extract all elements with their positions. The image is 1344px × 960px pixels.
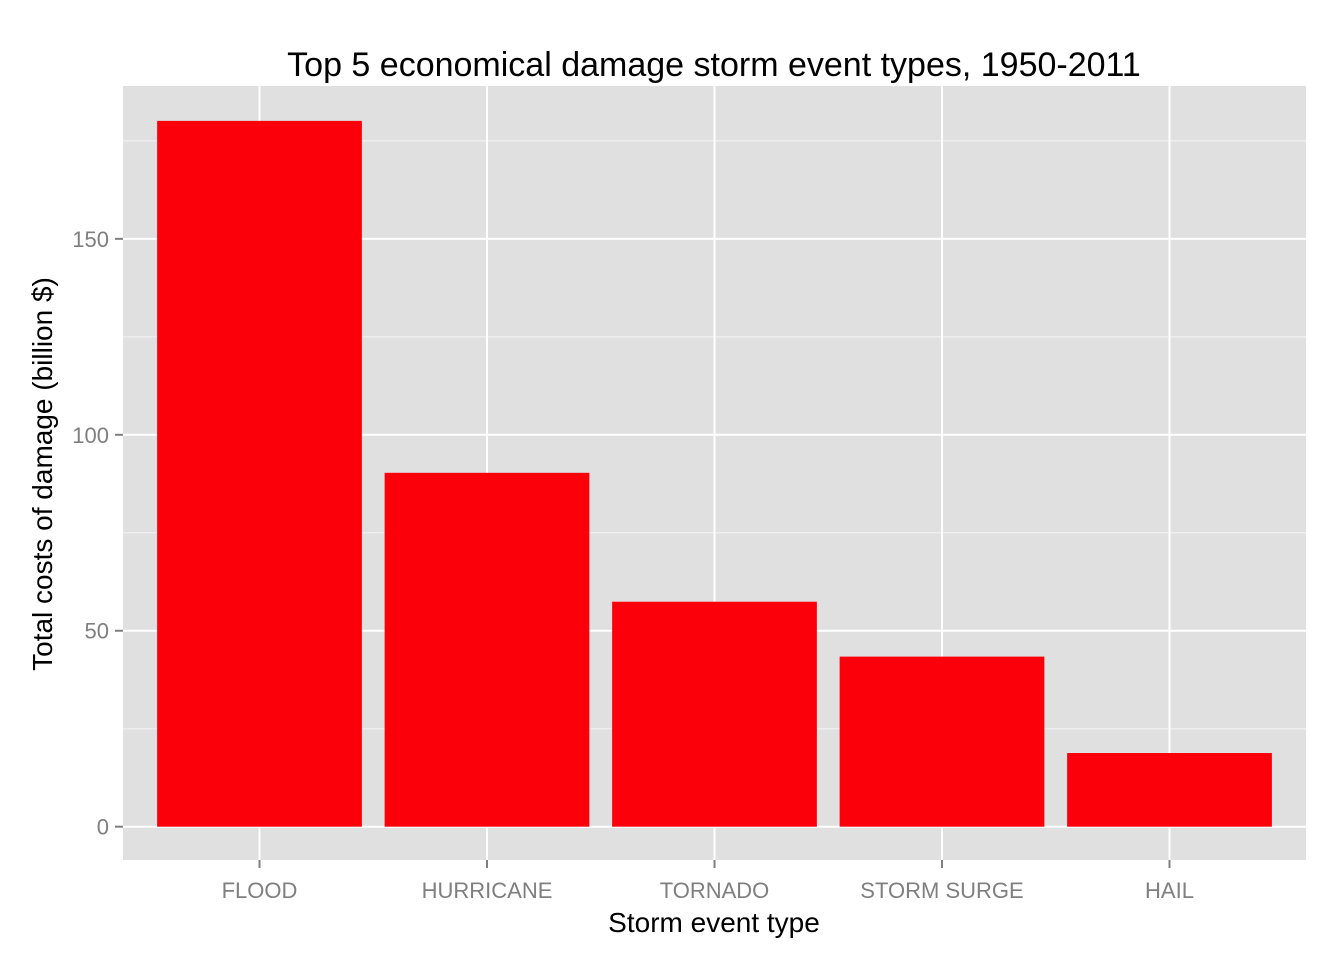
x-tick-label: TORNADO <box>660 878 770 903</box>
bar-hurricane <box>384 472 590 827</box>
x-tick-label: FLOOD <box>222 878 298 903</box>
bars <box>157 120 1272 827</box>
bar-storm-surge <box>839 656 1045 827</box>
x-tick-label: STORM SURGE <box>860 878 1023 903</box>
bar-tornado <box>612 601 817 827</box>
y-tick-label: 0 <box>97 815 109 840</box>
bar-hail <box>1067 753 1272 827</box>
x-axis-title: Storm event type <box>608 907 820 938</box>
y-tick-label: 100 <box>72 423 109 448</box>
x-tick-label: HURRICANE <box>422 878 553 903</box>
chart-title: Top 5 economical damage storm event type… <box>287 46 1141 84</box>
x-tick-label: HAIL <box>1145 878 1194 903</box>
y-axis-title: Total costs of damage (billion $) <box>27 277 58 671</box>
y-axis: 0 50 100 150 <box>72 227 123 840</box>
y-tick-label: 50 <box>85 619 109 644</box>
y-tick-label: 150 <box>72 227 109 252</box>
x-axis: FLOOD HURRICANE TORNADO STORM SURGE HAIL <box>222 860 1194 903</box>
bar-flood <box>157 120 362 827</box>
